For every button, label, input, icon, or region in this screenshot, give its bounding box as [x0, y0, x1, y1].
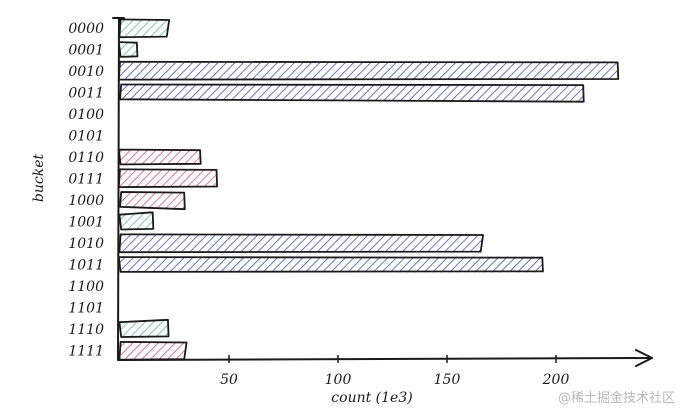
y-tick-label: 1110 — [68, 322, 104, 338]
y-tick-label: 0000 — [68, 21, 104, 37]
bar-outline — [117, 256, 544, 273]
bar — [120, 192, 186, 208]
y-tick-label: 1111 — [68, 344, 104, 360]
y-axis-line — [117, 17, 120, 361]
bar-outline — [117, 148, 202, 166]
x-tick-label: 200 — [542, 372, 570, 388]
x-tick-label: 100 — [325, 372, 352, 388]
y-tick-label: 1100 — [68, 279, 104, 295]
y-tick-label: 1101 — [68, 301, 104, 317]
x-tick-label: 50 — [220, 372, 238, 388]
bar-outline — [118, 318, 170, 338]
y-tick-label: 1000 — [68, 193, 104, 209]
y-tick-labels: 0000 0001 0010 0011 0100 0101 0110 0111 1000 1001… — [68, 21, 104, 360]
y-tick-label: 1011 — [68, 258, 104, 274]
bar — [120, 342, 186, 359]
bar — [120, 63, 618, 79]
y-tick-label: 0011 — [68, 86, 104, 102]
y-tick-label: 0100 — [68, 107, 104, 123]
bar — [120, 84, 585, 101]
bars-group — [117, 18, 620, 361]
bar — [120, 235, 482, 251]
x-axis-arrow-icon — [635, 349, 653, 367]
x-axis-title: count (1e3) — [331, 390, 412, 406]
bar — [120, 41, 138, 58]
y-axis-title: bucket — [31, 154, 47, 203]
bar-outline — [119, 191, 186, 211]
bar-outline — [118, 211, 155, 231]
y-tick-label: 0010 — [68, 64, 104, 80]
y-tick-label: 0110 — [68, 150, 104, 166]
y-tick-label: 1010 — [68, 236, 104, 252]
y-tick-label: 1001 — [68, 215, 104, 231]
x-axis-line — [117, 357, 653, 361]
y-tick-label: 0111 — [68, 172, 104, 188]
bar — [120, 321, 168, 337]
watermark: @稀土掘金技术社区 — [558, 390, 675, 406]
bar — [120, 213, 153, 230]
y-tick-label: 0001 — [68, 43, 104, 59]
bar-outline — [119, 83, 585, 103]
bar-outline — [117, 41, 139, 58]
bar — [120, 170, 216, 187]
bar — [120, 256, 543, 273]
bar-outline — [118, 233, 484, 254]
bar — [120, 20, 168, 36]
y-tick-label: 0101 — [68, 129, 104, 145]
bar — [120, 149, 201, 165]
x-tick-label: 150 — [434, 372, 461, 388]
